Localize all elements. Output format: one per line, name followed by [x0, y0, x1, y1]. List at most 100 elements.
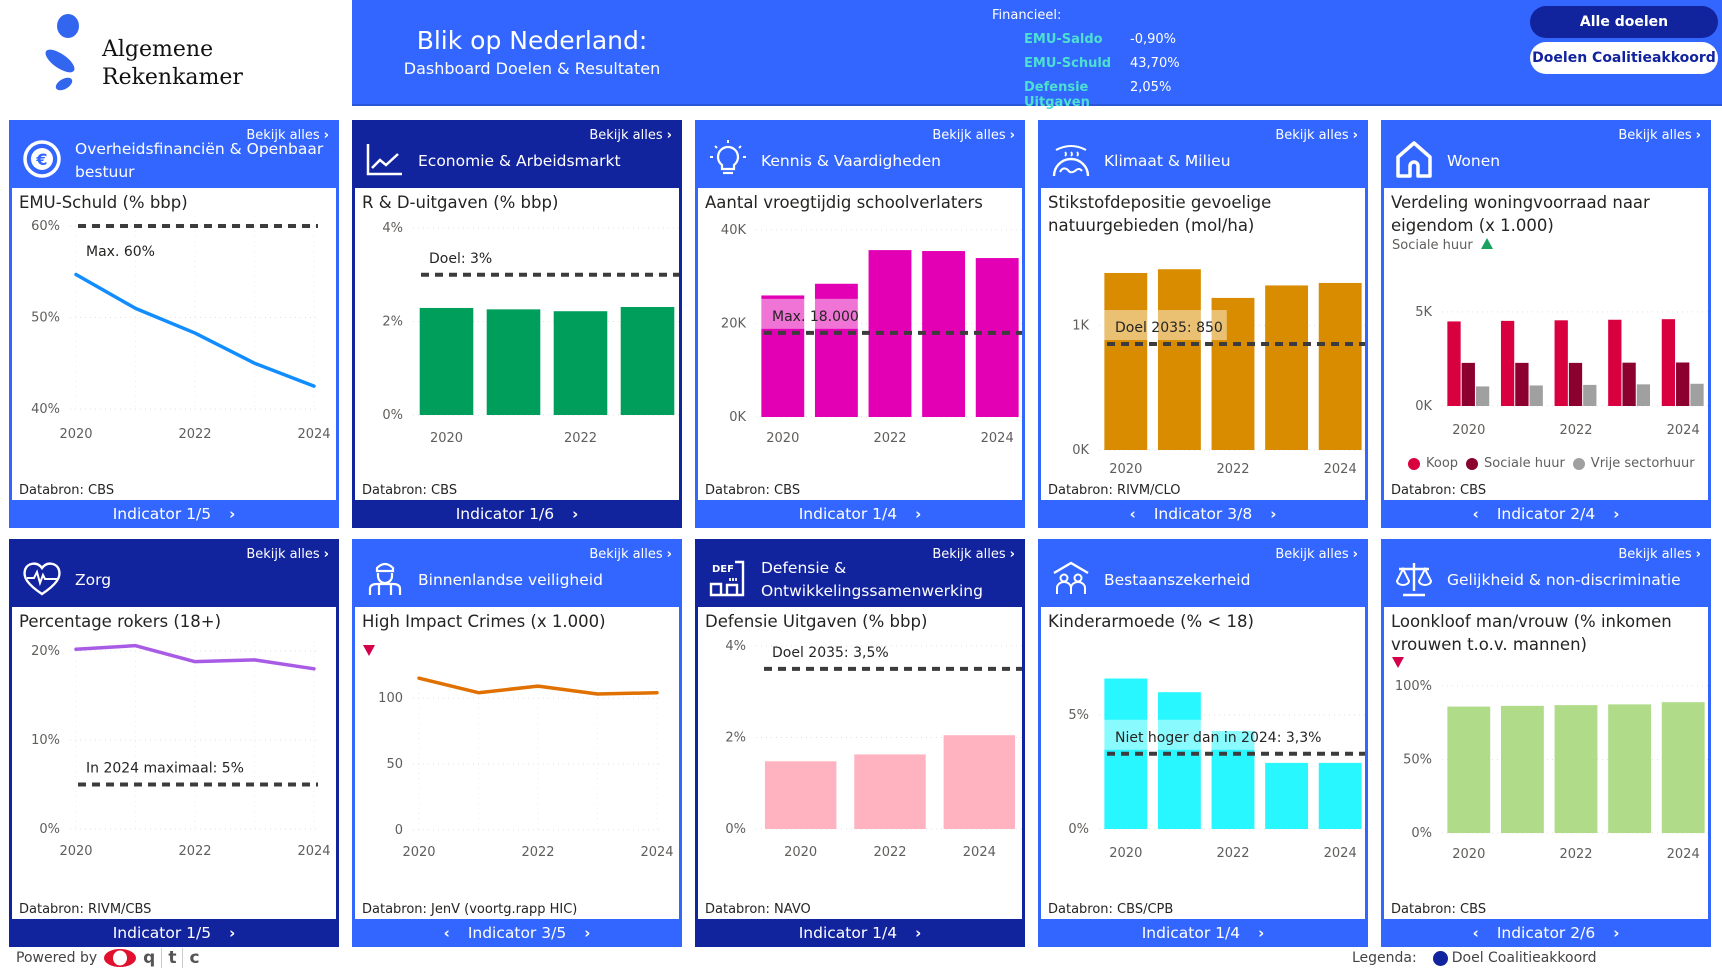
chevron-right-icon[interactable]: ›	[1258, 924, 1265, 942]
y-tick-label: 40%	[31, 402, 60, 417]
kpi-card: Wonen Bekijk alles › Verdeling woningvoor…	[1381, 120, 1711, 528]
metric-title: Percentage rokers (18+)	[19, 612, 222, 631]
kpi-card: Klimaat & Milieu Bekijk alles › Stikstofd…	[1038, 120, 1368, 528]
view-all-link[interactable]: Bekijk alles ›	[1275, 128, 1358, 143]
view-all-link[interactable]: Bekijk alles ›	[246, 128, 329, 143]
police-officer-icon	[364, 557, 406, 599]
y-tick-label: 50%	[31, 311, 60, 326]
target-label-bg	[1104, 310, 1227, 341]
chevron-right-icon[interactable]: ›	[1613, 924, 1620, 942]
y-tick-label: 4%	[382, 221, 403, 236]
chart: 0% 50% 100% 2020 2022 2024	[1395, 679, 1708, 862]
chevron-right-icon[interactable]: ›	[584, 924, 591, 942]
view-all-label: Bekijk alles	[1275, 128, 1349, 143]
bar	[419, 307, 474, 415]
category-title: Defensie & Ontwikkelingssamenwerking	[761, 559, 983, 600]
title-main: Blik op Nederland:	[416, 26, 648, 55]
view-all-link[interactable]: Bekijk alles ›	[932, 547, 1015, 562]
card-body: Stikstofdepositie gevoelige natuurgebied…	[1038, 188, 1368, 500]
x-tick-label: 2022	[1559, 847, 1592, 862]
metric-title: Loonkloof man/vrouw (% inkomen vrouwen t…	[1391, 612, 1672, 654]
chart: 40% 50% 60% 2020 2022 2024 Max. 60%	[31, 216, 331, 442]
card-header: DEF Defensie & Ontwikkelingssamenwerking…	[695, 539, 1025, 607]
indicator-label: Indicator 1/6	[455, 505, 555, 523]
bar	[975, 258, 1019, 417]
chevron-left-icon[interactable]: ‹	[443, 924, 450, 942]
y-tick-label: 0K	[729, 410, 746, 425]
bar	[1661, 702, 1705, 833]
target-label: Doel 2035: 3,5%	[772, 645, 889, 661]
bar	[553, 311, 608, 415]
target-label-bg	[1104, 719, 1304, 750]
x-tick-label: 2020	[1452, 423, 1485, 438]
legend-label: Vrije sectorhuur	[1590, 456, 1695, 471]
card-body: R & D-uitgaven (% bbp) 0% 2% 4% 2020 2022 Doe…	[352, 188, 682, 500]
y-tick-label: 0	[395, 823, 403, 838]
x-tick-label: 2022	[873, 431, 906, 446]
legend-dot-icon	[1408, 457, 1420, 470]
chevron-right-icon: ›	[666, 547, 672, 562]
x-tick-label: 2022	[1216, 846, 1249, 861]
chevron-left-icon[interactable]: ‹	[1472, 924, 1479, 942]
coalition-goals-button[interactable]: Doelen Coalitieakkoord	[1530, 42, 1718, 74]
fin-label: Defensie Uitgaven	[1024, 80, 1090, 110]
qtc-eye-logo-icon	[104, 949, 137, 967]
chevron-right-icon[interactable]: ›	[1270, 505, 1277, 523]
bar-sociale-huur	[1568, 362, 1583, 406]
y-tick-label: 0%	[1068, 822, 1089, 837]
logo-line1: Algemene	[102, 37, 214, 62]
x-tick-label: 2022	[521, 845, 554, 860]
chart: 0% 10% 20% 2020 2022 2024 In 2024 maximaal: 5%	[31, 641, 331, 859]
view-all-label: Bekijk alles	[1618, 128, 1692, 143]
chevron-right-icon[interactable]: ›	[572, 505, 579, 523]
view-all-link[interactable]: Bekijk alles ›	[1618, 128, 1701, 143]
all-goals-button[interactable]: Alle doelen	[1530, 6, 1718, 38]
kpi-card: Kennis & Vaardigheden Bekijk alles › Aant…	[695, 120, 1025, 528]
chevron-right-icon[interactable]: ›	[915, 505, 922, 523]
card-header: € Overheidsfinanciën & Openbaar bestuur …	[9, 120, 339, 188]
y-tick-label: 0%	[725, 822, 746, 837]
card-body: High Impact Crimes (x 1.000) 0 50 100 2020 2…	[352, 607, 682, 919]
fin-row-emu-schuld: EMU-Schuld 43,70%	[992, 56, 1180, 71]
chevron-right-icon: ›	[1352, 128, 1358, 143]
fin-row-emu-saldo: EMU-Saldo -0,90%	[992, 32, 1180, 47]
view-all-link[interactable]: Bekijk alles ›	[1618, 547, 1701, 562]
view-all-link[interactable]: Bekijk alles ›	[246, 547, 329, 562]
chevron-right-icon[interactable]: ›	[229, 505, 236, 523]
y-tick-label: 0K	[1072, 443, 1089, 458]
view-all-link[interactable]: Bekijk alles ›	[589, 128, 672, 143]
card-header: Bestaanszekerheid Bekijk alles ›	[1038, 539, 1368, 607]
bar	[1608, 704, 1652, 833]
trend-note-label: Sociale huur	[1392, 238, 1473, 253]
chart: 0% 2% 4% 2020 2022 2024 Doel 2035: 3,5%	[725, 639, 1022, 860]
kpi-card: Zorg Bekijk alles › Percentage rokers (18…	[9, 539, 339, 947]
chevron-right-icon[interactable]: ›	[915, 924, 922, 942]
chart: 0% 2% 4% 2020 2022 Doel: 3%	[382, 221, 679, 446]
chevron-left-icon[interactable]: ‹	[1129, 505, 1136, 523]
data-source: Databron: RIVM/CLO	[1048, 483, 1181, 498]
metric-title: EMU-Schuld (% bbp)	[19, 193, 188, 212]
chevron-left-icon[interactable]: ‹	[1472, 505, 1479, 523]
chevron-right-icon: ›	[1009, 128, 1015, 143]
x-tick-label: 2024	[1667, 847, 1700, 862]
bar-vrije-sectorhuur	[1690, 383, 1704, 406]
card-body: Loonkloof man/vrouw (% inkomen vrouwen t…	[1381, 607, 1711, 919]
bar-koop	[1661, 319, 1676, 406]
view-all-link[interactable]: Bekijk alles ›	[932, 128, 1015, 143]
x-tick-label: 2020	[1109, 462, 1142, 477]
x-tick-label: 2022	[564, 431, 597, 446]
view-all-link[interactable]: Bekijk alles ›	[1275, 547, 1358, 562]
bar-vrije-sectorhuur	[1529, 385, 1543, 406]
kpi-card: € Overheidsfinanciën & Openbaar bestuur …	[9, 120, 339, 528]
view-all-link[interactable]: Bekijk alles ›	[589, 547, 672, 562]
indicator-label: Indicator 1/5	[112, 924, 212, 942]
card-header: Klimaat & Milieu Bekijk alles ›	[1038, 120, 1368, 188]
metric-title: High Impact Crimes (x 1.000)	[362, 612, 606, 631]
chevron-right-icon[interactable]: ›	[229, 924, 236, 942]
financieel-label: Financieel:	[992, 8, 1062, 23]
data-source: Databron: CBS	[1391, 483, 1487, 498]
chevron-right-icon: ›	[1009, 547, 1015, 562]
bar-vrije-sectorhuur	[1475, 386, 1490, 406]
chevron-right-icon[interactable]: ›	[1613, 505, 1620, 523]
y-tick-label: 40K	[721, 223, 747, 238]
